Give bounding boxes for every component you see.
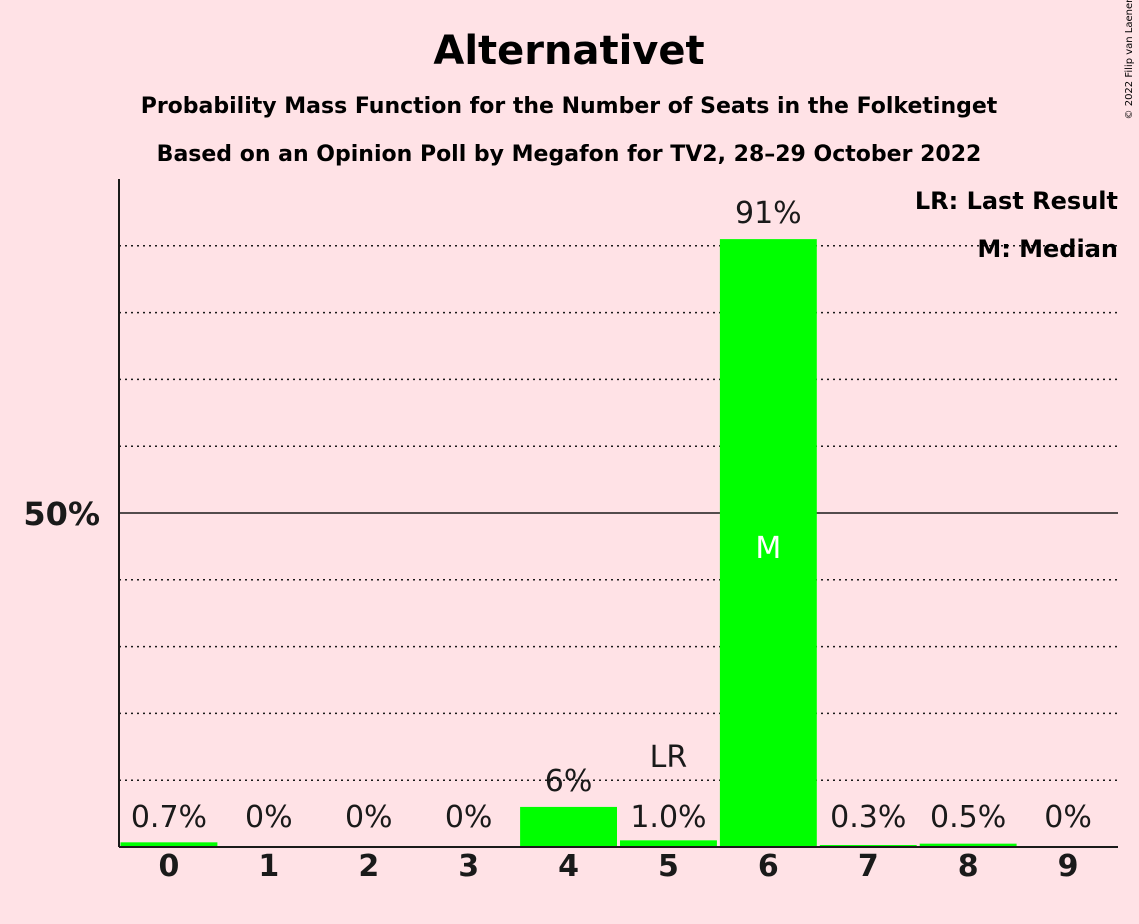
bar-5 — [620, 840, 717, 847]
x-tick-label-4: 4 — [558, 849, 579, 884]
x-tick-label-9: 9 — [1058, 849, 1079, 884]
bar-4 — [520, 806, 617, 847]
value-label-0: 0.7% — [131, 800, 207, 835]
bar-6 — [719, 239, 817, 847]
copyright-notice: © 2022 Filip van Laenen — [1124, 0, 1135, 119]
bars — [120, 239, 1017, 847]
chart-subtitle: Probability Mass Function for the Number… — [141, 94, 998, 119]
legend-last-result: LR: Last Result — [915, 187, 1118, 215]
value-label-4: 6% — [545, 764, 593, 799]
y-tick-label-50: 50% — [23, 495, 100, 533]
gridlines — [119, 245, 1118, 781]
x-tick-label-2: 2 — [358, 849, 379, 884]
last-result-marker: LR — [650, 740, 688, 775]
bar-0 — [120, 842, 218, 847]
chart-source: Based on an Opinion Poll by Megafon for … — [157, 142, 982, 167]
chart-title: Alternativet — [433, 28, 704, 74]
value-label-8: 0.5% — [930, 800, 1006, 835]
x-tick-label-0: 0 — [159, 849, 180, 884]
x-tick-label-8: 8 — [958, 849, 979, 884]
value-label-6: 91% — [735, 196, 802, 231]
median-marker: M — [755, 531, 781, 566]
x-tick-label-3: 3 — [458, 849, 479, 884]
value-label-1: 0% — [245, 800, 293, 835]
legend-median: M: Median — [977, 235, 1118, 263]
axes: 50% 0 1 2 3 4 5 6 7 8 9 — [23, 179, 1118, 884]
value-label-9: 0% — [1044, 800, 1092, 835]
x-tick-label-6: 6 — [758, 849, 779, 884]
value-label-5: 1.0% — [630, 800, 706, 835]
x-tick-label-7: 7 — [858, 849, 879, 884]
bar-7 — [819, 844, 917, 847]
value-label-2: 0% — [345, 800, 393, 835]
bar-8 — [919, 843, 1017, 847]
value-label-3: 0% — [445, 800, 493, 835]
x-tick-label-1: 1 — [258, 849, 279, 884]
value-label-7: 0.3% — [830, 800, 906, 835]
data-labels: 0.7% 0% 0% 0% 6% 1.0% LR 91% M 0.3% 0.5% 0% — [131, 196, 1092, 835]
x-tick-label-5: 5 — [658, 849, 679, 884]
